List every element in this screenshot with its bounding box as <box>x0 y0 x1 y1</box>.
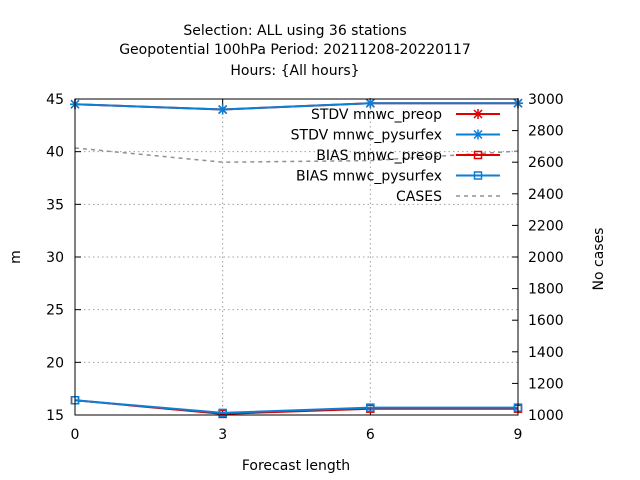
legend-label-3: BIAS mnwc_pysurfex <box>296 169 442 185</box>
x-tick-label: 9 <box>514 427 523 443</box>
data-point-3 <box>366 403 375 412</box>
x-tick-label: 6 <box>366 427 375 443</box>
x-tick-label: 3 <box>218 427 227 443</box>
y2-tick-label: 1200 <box>528 376 564 392</box>
y-axis-label: m <box>8 250 24 264</box>
chart-title-line-3: Hours: {All hours} <box>230 63 359 79</box>
y2-tick-label: 1800 <box>528 282 564 298</box>
x-tick-label: 0 <box>71 427 80 443</box>
chart-title-line-1: Selection: ALL using 36 stations <box>183 23 406 39</box>
data-point-1 <box>217 104 228 115</box>
series-line-1 <box>74 102 518 111</box>
legend-marker-1 <box>473 129 483 140</box>
chart-title-line-2: Geopotential 100hPa Period: 20211208-202… <box>119 42 471 58</box>
y2-tick-label: 2800 <box>528 124 564 140</box>
y2-tick-label: 2400 <box>528 187 564 203</box>
legend-marker-0 <box>473 109 483 119</box>
y-tick-label: 25 <box>46 303 64 319</box>
series-line-4 <box>74 147 519 163</box>
y-tick-label: 45 <box>46 92 64 108</box>
y-tick-label: 40 <box>46 145 64 161</box>
legend-marker-2 <box>473 150 483 160</box>
legend-label-4: CASES <box>396 189 442 205</box>
legend-label-2: BIAS mnwc_preop <box>316 148 442 164</box>
y2-tick-label: 1600 <box>528 313 564 329</box>
plot-frame <box>74 98 519 416</box>
legend-marker-3 <box>473 171 483 180</box>
y2-tick-label: 2600 <box>528 155 564 171</box>
x-axis-label: Forecast length <box>242 458 350 474</box>
y-tick-label: 20 <box>46 355 64 371</box>
legend-label-1: STDV mnwc_pysurfex <box>291 128 442 144</box>
y-tick-label: 15 <box>46 408 64 424</box>
y2-axis-label: No cases <box>591 228 607 291</box>
data-point-3 <box>218 408 227 418</box>
y2-tick-label: 1400 <box>528 345 564 361</box>
series-line-3 <box>74 399 518 414</box>
y2-tick-label: 2200 <box>528 218 564 234</box>
y2-tick-label: 2000 <box>528 250 564 266</box>
legend-label-0: STDV mnwc_preop <box>311 107 442 123</box>
y-tick-label: 30 <box>46 250 64 266</box>
y-tick-label: 35 <box>46 197 64 213</box>
y2-tick-label: 1000 <box>528 408 564 424</box>
data-point-1 <box>365 98 376 109</box>
y2-tick-label: 3000 <box>528 92 564 108</box>
